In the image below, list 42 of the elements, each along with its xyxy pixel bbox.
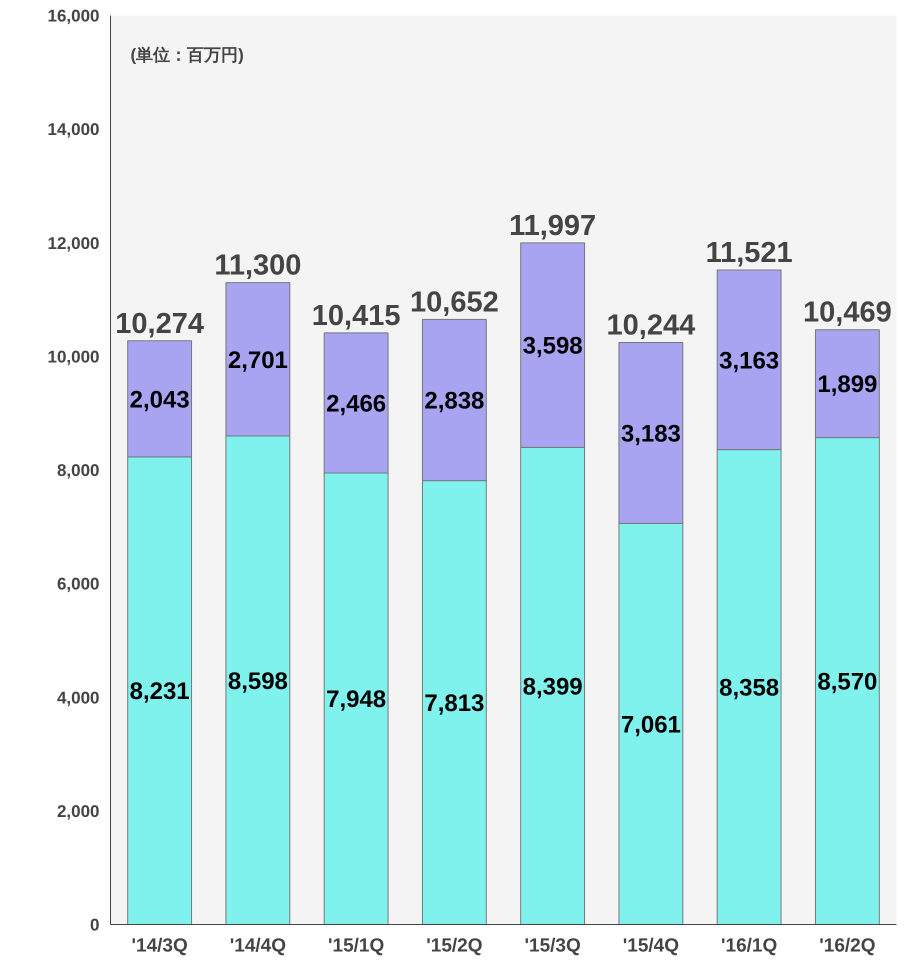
data-label: 8,570	[817, 668, 878, 696]
x-tick-label: '15/3Q	[524, 936, 581, 956]
data-label: 8,231	[130, 678, 190, 706]
data-label: 2,838	[424, 388, 484, 415]
y-tick-label: 6,000	[56, 574, 100, 594]
x-tick-label: '16/1Q	[720, 936, 778, 956]
total-label: 11,300	[214, 250, 302, 282]
y-tick-label: 2,000	[56, 802, 100, 821]
total-label: 10,652	[410, 286, 499, 318]
x-tick-label: '16/2Q	[819, 936, 876, 956]
x-tick-label: '15/1Q	[328, 936, 384, 956]
data-label: 3,598	[522, 332, 583, 360]
data-label: 8,598	[228, 668, 288, 695]
y-tick-label: 12,000	[48, 234, 100, 253]
y-tick-label: 10,000	[48, 347, 100, 366]
data-label: 2,043	[130, 386, 190, 414]
data-label: 3,183	[620, 420, 681, 448]
data-label: 7,061	[620, 711, 681, 738]
x-tick-label: '14/4Q	[230, 936, 286, 956]
annotation: (単位：百万円)	[130, 46, 244, 64]
total-label: 10,469	[803, 296, 892, 329]
y-tick-label: 14,000	[48, 120, 100, 140]
data-label: 8,399	[522, 673, 583, 700]
total-label: 11,997	[509, 210, 596, 242]
data-label: 7,813	[424, 690, 484, 718]
total-label: 10,244	[606, 310, 696, 342]
data-label: 2,466	[326, 390, 386, 418]
total-label: 11,521	[706, 236, 793, 269]
y-tick-label: 8,000	[56, 461, 100, 480]
total-label: 10,274	[115, 308, 204, 340]
y-tick-label: 0	[90, 916, 100, 934]
x-tick-label: '15/4Q	[622, 936, 680, 956]
x-tick-label: '15/2Q	[426, 936, 483, 956]
y-tick-label: 4,000	[56, 688, 100, 708]
y-tick-label: 16,000	[48, 6, 100, 26]
data-label: 3,163	[719, 347, 780, 374]
total-label: 10,415	[312, 300, 400, 332]
data-label: 2,701	[228, 346, 288, 374]
data-label: 8,358	[719, 674, 780, 702]
x-tick-label: '14/3Q	[131, 936, 188, 956]
data-label: 7,948	[326, 686, 386, 714]
data-label: 1,899	[817, 371, 878, 398]
